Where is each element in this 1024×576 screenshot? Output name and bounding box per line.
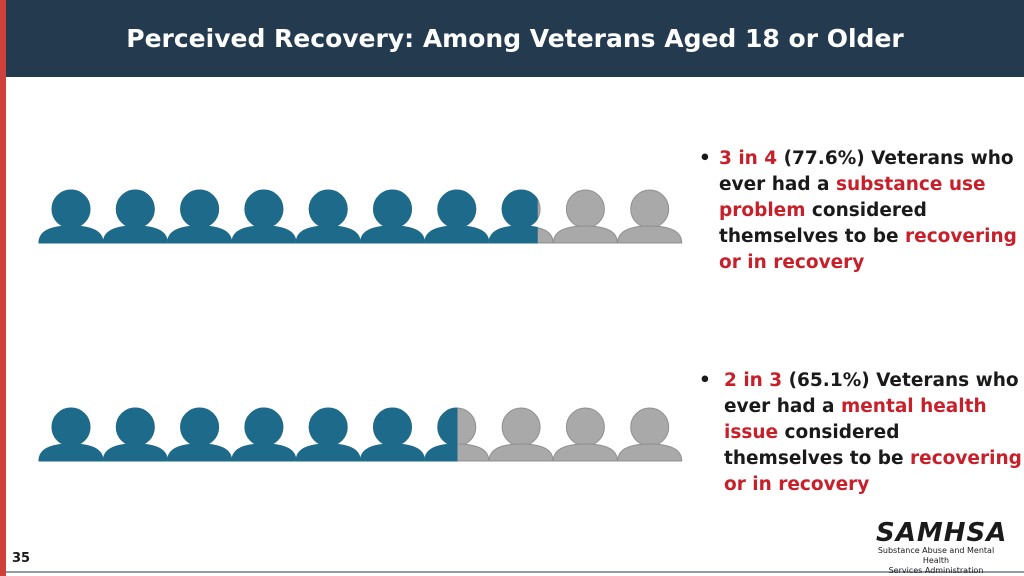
person-icon xyxy=(552,407,618,462)
person-icon xyxy=(38,189,104,244)
percent-label: (65.1%) xyxy=(788,370,870,391)
highlight-text: substance use problem xyxy=(719,174,986,221)
person-icon xyxy=(102,189,168,244)
ratio-label: 3 in 4 xyxy=(719,148,778,169)
person-icon xyxy=(295,407,361,462)
person-icon xyxy=(424,407,490,462)
percent-label: (77.6%) xyxy=(783,148,865,169)
person-icon xyxy=(359,407,426,462)
person-icon xyxy=(617,407,683,462)
person-icon xyxy=(488,189,554,244)
bullet-mental-health: • 2 in 3 (65.1%) Veterans who ever had a… xyxy=(699,368,1024,498)
bullet-text: considered themselves to be xyxy=(719,200,927,247)
logo-subtitle-1: Substance Abuse and Mental Health xyxy=(877,546,995,565)
bullet-text: Veterans who ever had a xyxy=(719,148,1014,195)
bullet-substance-use: • 3 in 4 (77.6%) Veterans who ever had a… xyxy=(699,146,1019,276)
samhsa-logo: SAMHSA Substance Abuse and Mental Health… xyxy=(876,518,1008,576)
person-icon xyxy=(295,189,361,244)
ratio-label: 2 in 3 xyxy=(724,370,783,391)
logo-subtitle-2: Services Administration xyxy=(888,566,984,575)
slide-title: Perceived Recovery: Among Veterans Aged … xyxy=(126,24,904,53)
person-icon xyxy=(231,407,297,462)
person-icon xyxy=(359,189,426,244)
page-number: 35 xyxy=(12,551,31,566)
bullet-text: Veterans who ever had a xyxy=(724,370,1019,417)
highlight-text: mental health issue xyxy=(724,396,987,443)
person-icon xyxy=(167,189,233,244)
person-icon xyxy=(488,407,554,462)
person-icon xyxy=(102,407,168,462)
highlight-text: recovering or in recovery xyxy=(719,226,1017,273)
person-icon xyxy=(167,407,233,462)
person-icon xyxy=(424,189,490,244)
person-icon xyxy=(231,189,297,244)
left-accent-bar xyxy=(0,0,6,576)
person-icon xyxy=(617,189,683,244)
pictograph-row-2 xyxy=(38,407,683,462)
slide-header: Perceived Recovery: Among Veterans Aged … xyxy=(6,0,1024,77)
bullet-text: considered themselves to be xyxy=(724,422,911,469)
bullet-dot: • xyxy=(699,148,711,169)
highlight-text: recovering or in recovery xyxy=(724,448,1022,495)
person-icon xyxy=(552,189,618,244)
logo-mark: SAMHSA xyxy=(876,518,1008,548)
bullet-dot: • xyxy=(699,370,711,391)
pictograph-row-1 xyxy=(38,189,683,244)
bottom-divider xyxy=(6,571,1024,573)
person-icon xyxy=(38,407,104,462)
